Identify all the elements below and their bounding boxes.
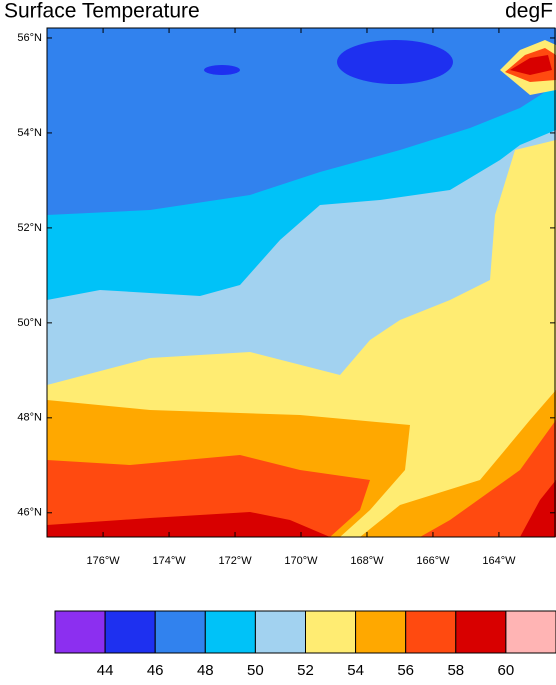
colorbar-label: 52	[297, 662, 314, 679]
colorbar-box	[455, 610, 507, 654]
lon-label: 172°W	[218, 555, 252, 567]
contour-region	[47, 455, 370, 537]
lat-label: 56°N	[17, 32, 42, 44]
colorbar-box	[405, 610, 457, 654]
colorbar-box	[54, 610, 106, 654]
colorbar-label: 46	[147, 662, 164, 679]
colorbar-label: 58	[447, 662, 464, 679]
contour-region	[510, 55, 552, 75]
colorbar-box	[355, 610, 407, 654]
colorbar-box	[305, 610, 357, 654]
colorbar-box	[254, 610, 306, 654]
contour-region	[47, 512, 330, 537]
units: degF	[505, 0, 553, 23]
lon-label: 170°W	[284, 555, 318, 567]
lon-label: 168°W	[350, 555, 384, 567]
colorbar-label: 56	[397, 662, 414, 679]
contour-region	[420, 420, 556, 537]
lat-label: 52°N	[17, 222, 42, 234]
contour-region	[204, 65, 240, 75]
colorbar-box	[204, 610, 256, 654]
colorbar-label: 50	[247, 662, 264, 679]
colorbar-box	[104, 610, 156, 654]
colorbar-label: 60	[498, 662, 515, 679]
temperature-field	[47, 28, 556, 537]
title: Surface Temperature	[4, 0, 200, 23]
colorbar-box	[505, 610, 556, 654]
contour-region	[337, 40, 453, 84]
lat-label: 48°N	[17, 412, 42, 424]
colorbar-label: 44	[97, 662, 114, 679]
lon-label: 164°W	[482, 555, 516, 567]
contour-region	[520, 480, 556, 537]
colorbar-box	[154, 610, 206, 654]
colorbar-label: 54	[347, 662, 364, 679]
lon-label: 174°W	[152, 555, 186, 567]
lat-label: 54°N	[17, 127, 42, 139]
lat-label: 46°N	[17, 507, 42, 519]
lon-label: 166°W	[416, 555, 450, 567]
lon-label: 176°W	[87, 555, 121, 567]
colorbar-label: 48	[197, 662, 214, 679]
lat-label: 50°N	[17, 317, 42, 329]
